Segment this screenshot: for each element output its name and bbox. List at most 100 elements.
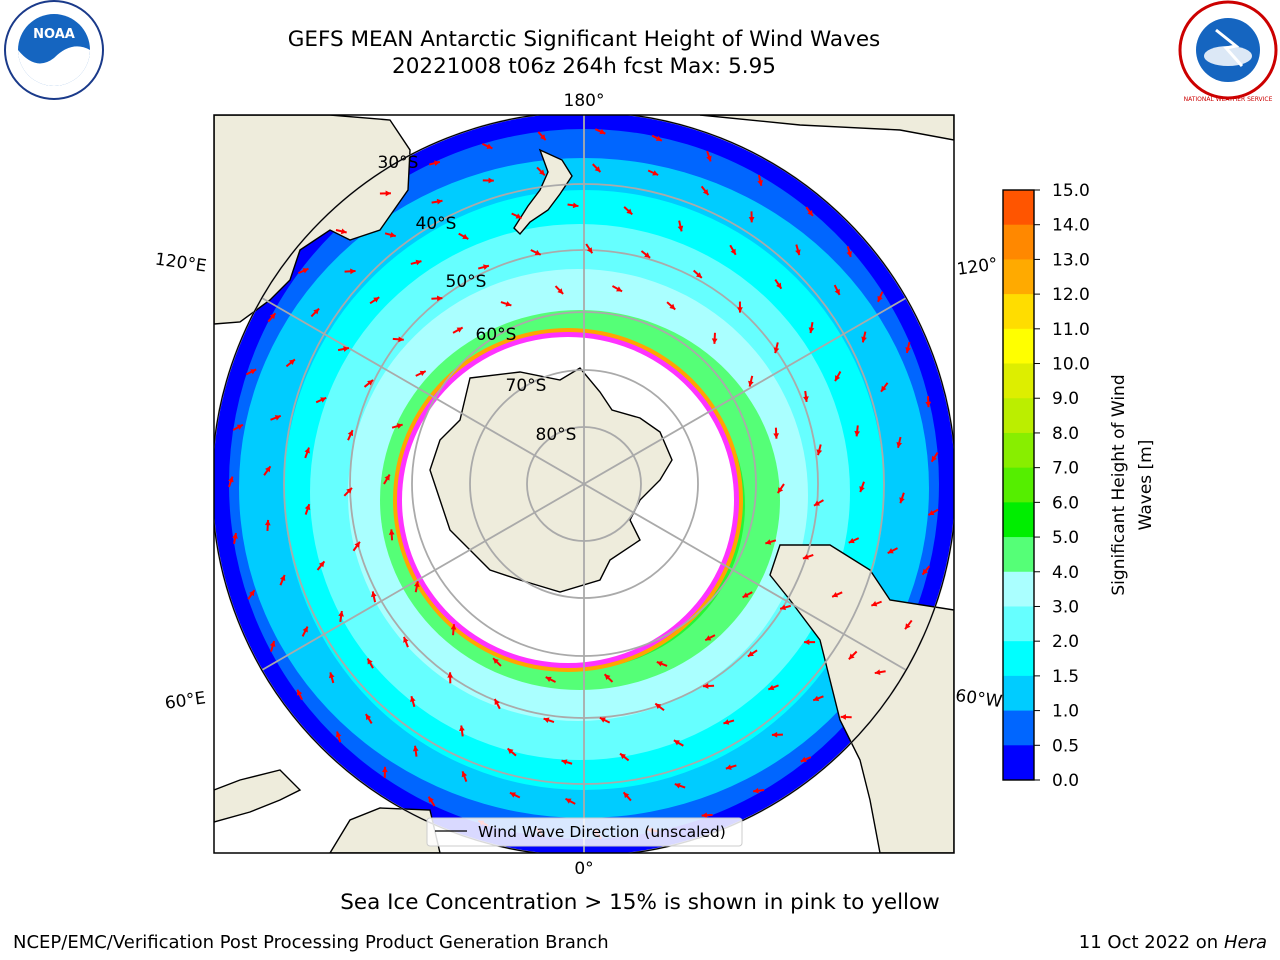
wave-direction-arrow — [545, 676, 556, 683]
wave-direction-arrow — [805, 206, 814, 217]
wave-direction-arrow — [530, 249, 542, 256]
noaa-logo-text: NOAA — [33, 27, 75, 42]
wave-direction-arrow — [599, 716, 611, 724]
wave-direction-arrow — [905, 341, 911, 354]
colorbar-tick-label: 3.0 — [1052, 597, 1079, 617]
wave-direction-arrow — [767, 684, 779, 691]
wave-direction-arrow — [706, 150, 712, 162]
wave-direction-arrow — [603, 673, 614, 683]
wave-direction-arrow — [757, 174, 764, 187]
wave-direction-arrow — [461, 770, 468, 782]
lon-label-60w: 60°W — [954, 686, 1003, 712]
wave-direction-arrow — [493, 698, 501, 710]
wave-direction-arrow — [452, 326, 464, 334]
lat-label-80s: 80°S — [536, 425, 577, 445]
legend-label: Wind Wave Direction (unscaled) — [478, 823, 726, 841]
colorbar-tick-label: 10.0 — [1052, 355, 1090, 375]
wave-direction-arrow — [427, 796, 436, 807]
wave-direction-arrow — [492, 657, 502, 667]
wave-direction-arrow — [369, 296, 380, 305]
wave-direction-arrow — [431, 198, 443, 205]
chart-subtitle-forecast: 20221008 t06z 264h fcst Max: 5.95 — [392, 54, 776, 79]
wave-direction-arrow — [859, 481, 865, 493]
colorbar-tick-label: 14.0 — [1052, 216, 1090, 236]
wave-direction-arrow — [833, 284, 841, 296]
map-frame — [213, 114, 955, 854]
lon-label-60e: 60°E — [164, 688, 207, 713]
wave-direction-arrow — [382, 766, 388, 778]
wave-direction-arrow — [795, 244, 801, 256]
wave-direction-arrow — [861, 331, 867, 343]
wave-direction-arrow — [413, 581, 420, 593]
wave-direction-arrow — [337, 346, 350, 352]
colorbar-segment — [1003, 467, 1034, 503]
colorbar-tick-label: 2.0 — [1052, 632, 1079, 652]
wave-direction-arrow — [887, 547, 898, 555]
wave-direction-arrow — [410, 259, 422, 266]
wave-direction-arrow — [310, 307, 320, 318]
wave-direction-arrow — [279, 574, 286, 586]
wave-direction-arrow — [228, 476, 234, 488]
lon-label-120e: 120°E — [154, 250, 208, 277]
colorbar-segment — [1003, 294, 1034, 330]
wave-direction-arrow — [316, 560, 326, 571]
africa-land-south — [329, 807, 441, 853]
wave-direction-arrow — [771, 731, 783, 738]
wave-direction-arrow — [647, 169, 659, 176]
wave-direction-arrow — [263, 465, 272, 476]
wave-direction-arrow — [458, 232, 469, 240]
footer-host: Hera — [1223, 932, 1267, 953]
land-masses — [214, 115, 954, 853]
colorbar-segment — [1003, 571, 1034, 607]
wave-direction-arrow — [447, 672, 454, 684]
wave-direction-arrow — [711, 332, 718, 344]
wave-direction-arrow — [704, 634, 716, 642]
wave-direction-arrow — [840, 714, 852, 720]
wave-direction-arrow — [285, 358, 296, 368]
wave-direction-arrow — [344, 268, 356, 275]
wave-direction-arrow — [459, 725, 465, 737]
wave-direction-arrow — [585, 243, 594, 254]
colorbar-tick-label: 4.0 — [1052, 563, 1079, 583]
wave-direction-arrow — [701, 812, 713, 819]
wave-direction-arrow — [554, 285, 564, 295]
wave-direction-arrow — [748, 211, 755, 223]
wave-direction-arrow — [343, 487, 353, 497]
lon-label-120w: 120° — [956, 254, 999, 280]
wave-direction-arrow — [500, 301, 512, 307]
colorbar-tick-label: 15.0 — [1052, 181, 1090, 201]
wave-direction-arrow — [315, 396, 327, 404]
wind-wave-arrows — [228, 128, 939, 840]
south-america-land — [769, 544, 954, 853]
wave-direction-arrow — [245, 368, 257, 376]
colorbar-tick-label: 12.0 — [1052, 285, 1090, 305]
wave-direction-arrow — [247, 589, 256, 600]
wave-direction-arrow — [543, 717, 555, 724]
colorbar-tick-label: 9.0 — [1052, 389, 1079, 409]
colorbar-label-line2: Waves [m] — [1136, 440, 1156, 531]
colorbar-segment — [1003, 745, 1034, 781]
wave-direction-arrow — [371, 591, 377, 603]
wave-direction-arrow — [848, 537, 860, 544]
wave-direction-arrow — [379, 190, 391, 197]
wave-direction-arrow — [567, 202, 579, 209]
colorbar-segment — [1003, 190, 1034, 226]
wave-direction-arrow — [338, 610, 344, 622]
wave-direction-arrow — [816, 444, 823, 456]
wave-direction-arrow — [481, 142, 493, 150]
map-legend: Wind Wave Direction (unscaled) — [426, 817, 743, 847]
wave-direction-arrow — [347, 429, 354, 441]
colorbar-tick-label: 1.5 — [1052, 667, 1079, 687]
wave-direction-arrow — [813, 499, 824, 507]
wave-direction-arrow — [383, 474, 391, 485]
lon-label-180: 180° — [564, 91, 605, 111]
wave-direction-arrow — [623, 206, 633, 216]
colorbar: 0.0 0.5 1.0 1.5 2.0 3.0 4.0 5.0 6.0 7.0 8.0 9.0 10.0… — [1002, 181, 1090, 791]
wave-direction-arrow — [803, 390, 809, 402]
antarctica — [429, 367, 673, 593]
nws-logo: NATIONAL WEATHER SERVICE — [1178, 0, 1278, 103]
colorbar-segment — [1003, 224, 1034, 260]
wave-direction-arrow — [921, 565, 931, 576]
wave-direction-arrow — [304, 447, 310, 459]
wave-direction-arrow — [269, 640, 276, 652]
